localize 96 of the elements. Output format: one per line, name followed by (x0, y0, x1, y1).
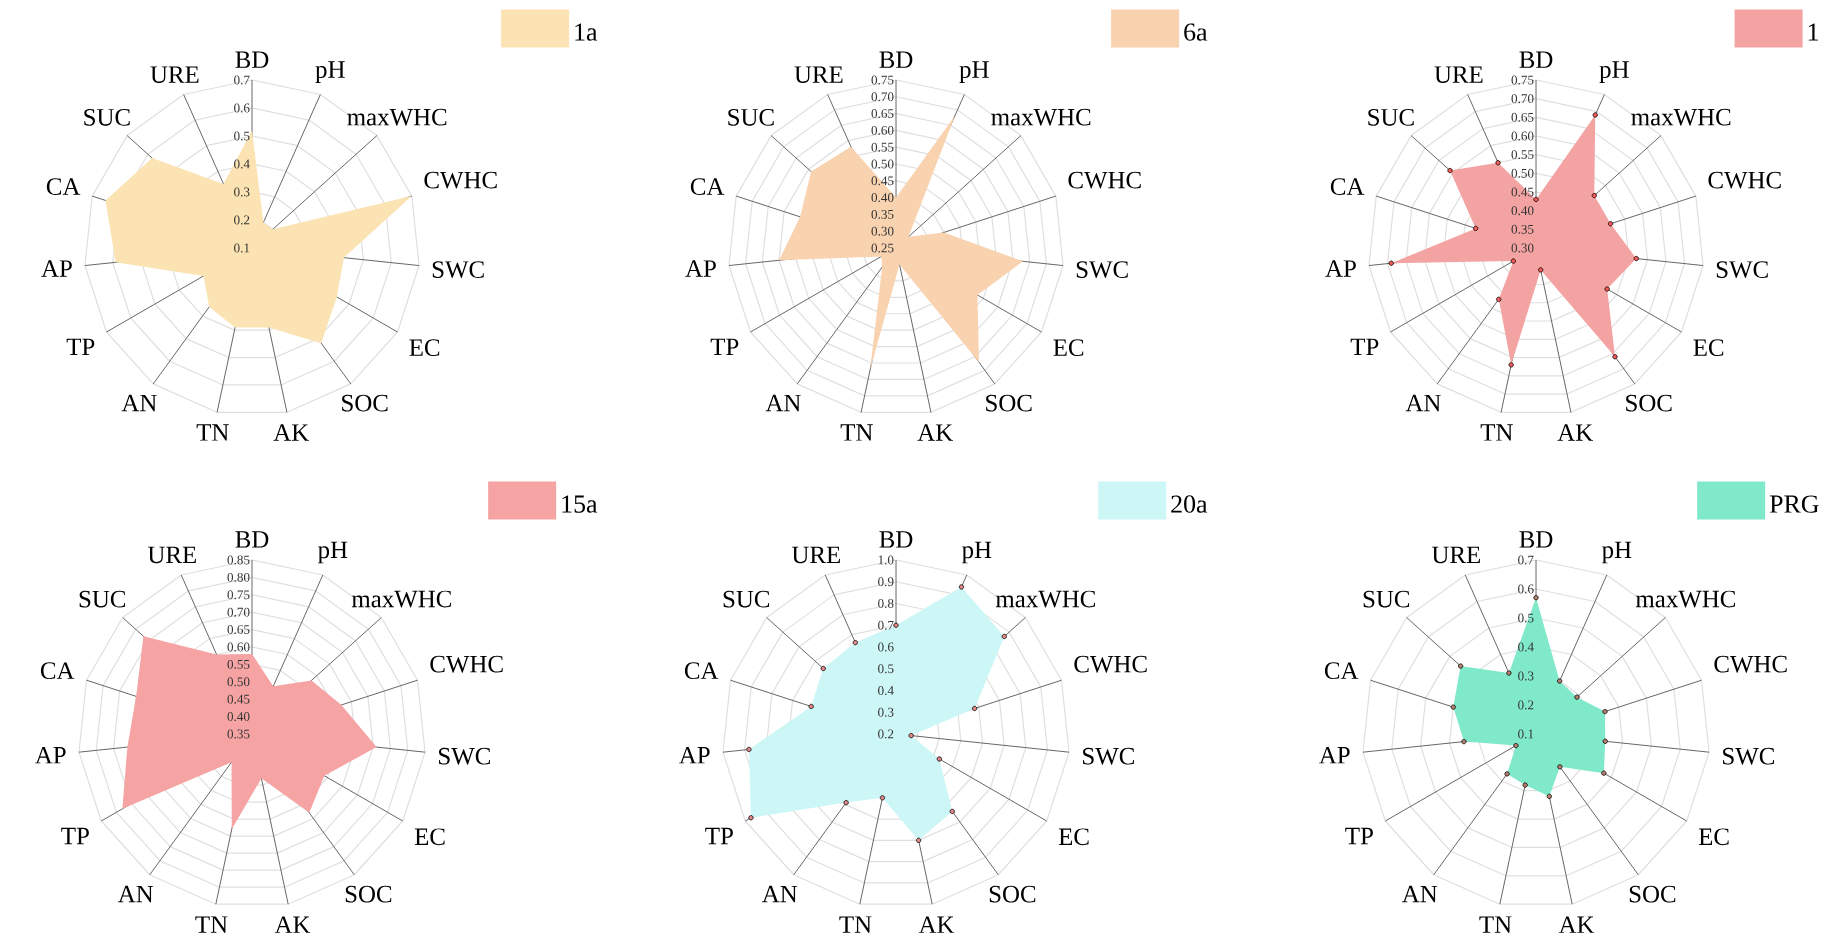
spoke-label: AK (1557, 424, 1593, 441)
spoke-label: pH (1599, 61, 1629, 83)
spoke-label: TN (840, 424, 873, 441)
spoke-label: TP (705, 827, 733, 845)
legend-label: 6a (1184, 23, 1208, 41)
spoke-label: BD (1519, 51, 1553, 68)
spoke-label: SUC (1363, 590, 1410, 608)
spoke-label: SUC (84, 108, 130, 126)
legend-label: 15a (562, 495, 598, 513)
spoke-label: CA (1330, 178, 1365, 195)
legend-label: 20a (1171, 495, 1208, 513)
spoke-label: BD (879, 531, 913, 548)
spoke-label: CWHC (430, 655, 503, 673)
spoke-label: BD (879, 51, 913, 68)
spoke-label: SUC (723, 590, 770, 608)
spoke-label: CWHC (1068, 171, 1141, 189)
spoke-label: CWHC (1074, 655, 1147, 673)
spoke-label: CA (46, 178, 81, 195)
spoke-label: AN (765, 394, 801, 412)
spoke-label: URE (1434, 66, 1483, 83)
spoke-label: SOC (1629, 885, 1676, 903)
legend-label: 1 (1808, 23, 1818, 41)
spoke-label: CA (1324, 662, 1359, 680)
spoke-label: SOC (345, 885, 392, 903)
spoke-label: URE (1431, 546, 1480, 564)
spoke-label: SWC (1723, 747, 1775, 765)
spoke-label: SWC (439, 747, 490, 765)
spoke-label: AP (1319, 746, 1350, 764)
spoke-label: AK (274, 916, 311, 933)
spoke-label: URE (791, 546, 840, 564)
spoke-label: SOC (989, 885, 1036, 903)
spoke-label: CA (690, 178, 725, 195)
spoke-label: EC (1053, 339, 1084, 357)
spoke-label: AN (121, 394, 157, 412)
spoke-label: SOC (342, 394, 388, 412)
spoke-label: AN (762, 885, 798, 903)
spoke-label: SOC (986, 394, 1032, 412)
spoke-label: SWC (1716, 261, 1768, 279)
spoke-label: CA (40, 662, 75, 680)
spoke-label: AP (35, 746, 66, 764)
spoke-label: maxWHC (995, 590, 1095, 608)
legend-label: PRG (1769, 495, 1819, 513)
spoke-label: TN (1480, 424, 1513, 441)
spoke-label: maxWHC (351, 590, 451, 608)
spoke-label: CWHC (1708, 171, 1781, 189)
spoke-label: AP (679, 746, 710, 764)
spoke-label: maxWHC (347, 108, 447, 126)
spoke-label: AK (273, 424, 309, 441)
spoke-label: AP (41, 260, 72, 277)
spoke-label: pH (318, 541, 348, 564)
spoke-label: TP (710, 338, 739, 356)
spoke-label: URE (147, 546, 196, 564)
spoke-label: CA (684, 662, 719, 680)
spoke-label: TN (839, 916, 872, 933)
spoke-label: TN (1479, 916, 1512, 933)
spoke-label: AP (685, 260, 716, 277)
spoke-label: SUC (1368, 108, 1414, 126)
spoke-label: TP (1350, 338, 1379, 356)
spoke-label: AK (917, 424, 953, 441)
spoke-label: AK (918, 916, 955, 933)
spoke-label: EC (409, 339, 440, 357)
spoke-label: maxWHC (1635, 590, 1736, 608)
spoke-label: maxWHC (1631, 108, 1731, 126)
spoke-label: pH (1602, 541, 1632, 564)
spoke-label: AP (1325, 260, 1356, 277)
spoke-label: TP (61, 827, 89, 845)
spoke-label: pH (962, 541, 992, 564)
spoke-label: SWC (1076, 261, 1128, 279)
spoke-label: AN (1405, 394, 1441, 412)
spoke-label: SWC (432, 261, 484, 279)
spoke-label: CWHC (424, 171, 497, 189)
spoke-label: EC (1693, 339, 1724, 357)
spoke-label: SOC (1626, 394, 1672, 412)
spoke-label: SUC (728, 108, 774, 126)
spoke-label: TP (1345, 827, 1373, 845)
legend-label: 1a (575, 23, 598, 41)
spoke-label: CWHC (1714, 655, 1787, 673)
spoke-label: BD (1519, 531, 1553, 548)
spoke-label: BD (235, 531, 269, 548)
spoke-label: AK (1558, 916, 1595, 933)
spoke-label: maxWHC (991, 108, 1091, 126)
spoke-label: TN (196, 424, 229, 441)
spoke-label: TP (66, 338, 95, 356)
spoke-label: EC (1058, 828, 1089, 846)
spoke-label: SUC (79, 590, 126, 608)
spoke-label: pH (959, 61, 989, 83)
spoke-label: URE (794, 66, 843, 83)
spoke-label: AN (1402, 885, 1438, 903)
spoke-label: EC (414, 828, 445, 846)
spoke-label: pH (315, 61, 345, 83)
spoke-label: AN (118, 885, 154, 903)
spoke-label: EC (1698, 828, 1729, 846)
spoke-label: BD (235, 51, 269, 68)
spoke-label: URE (150, 66, 199, 83)
spoke-label: SWC (1083, 747, 1134, 765)
spoke-label: TN (195, 916, 228, 933)
